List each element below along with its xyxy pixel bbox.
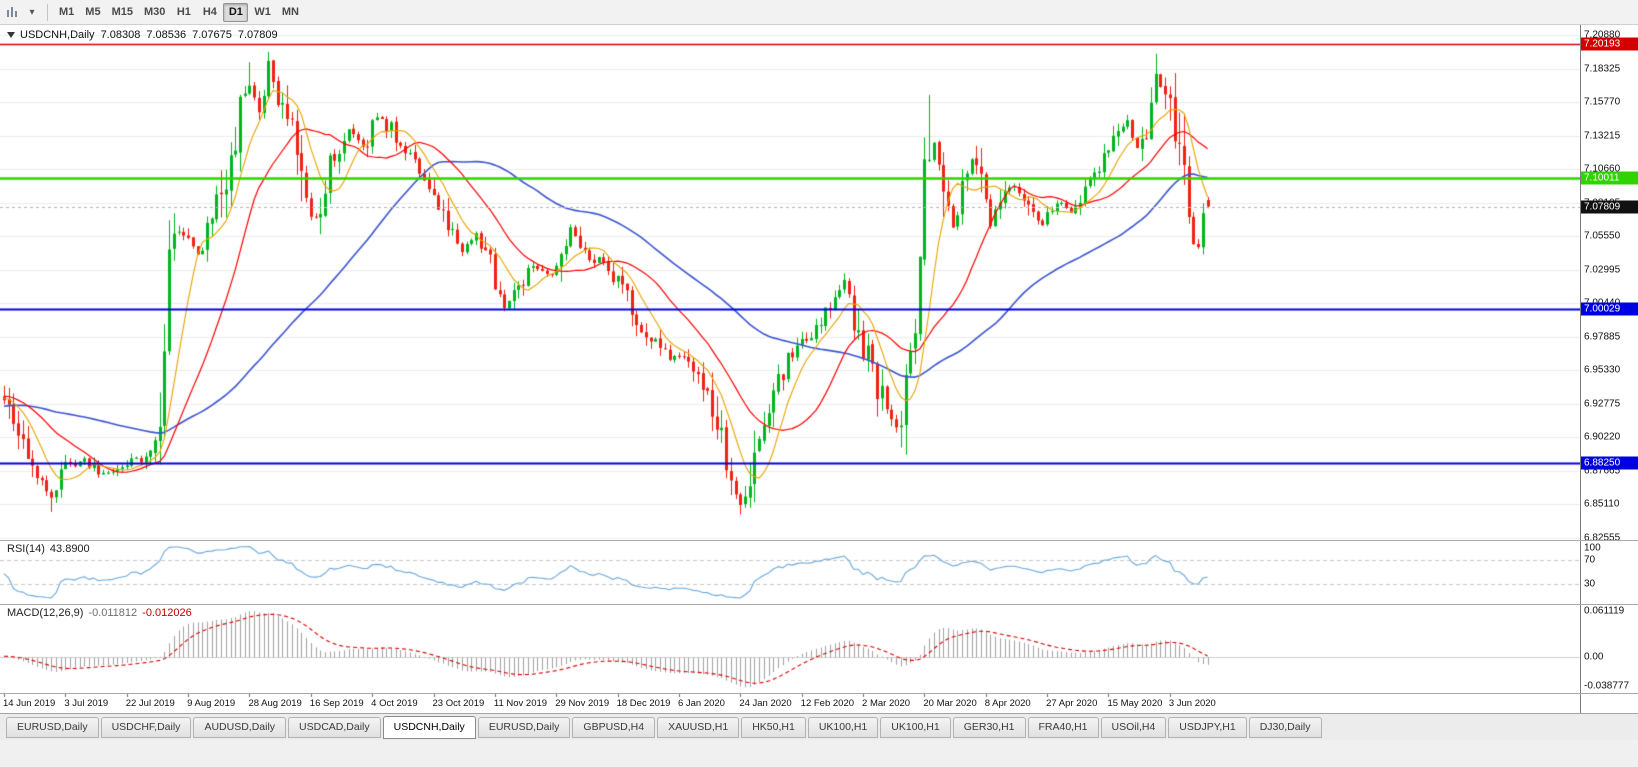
macd-signal-value: -0.012026 [142, 607, 192, 619]
price-scale-tick: 7.13215 [1584, 130, 1621, 142]
macd-name: MACD(12,26,9) [7, 607, 84, 619]
price-scale-tick: 6.85110 [1584, 498, 1620, 510]
panel-separator[interactable] [0, 540, 1638, 541]
price-level-badge: 6.88250 [1581, 456, 1638, 470]
price-level-badge: 7.20193 [1581, 37, 1638, 51]
symbol-tab[interactable]: GBPUSD,H4 [572, 717, 656, 738]
price-scale-tick: 6.82555 [1584, 532, 1621, 544]
symbol-dropdown-icon[interactable] [7, 32, 15, 38]
symbol-tab[interactable]: USDCNH,Daily [382, 716, 476, 739]
timeframe-button-m1[interactable]: M1 [54, 3, 79, 22]
price-scale-tick: 6.97885 [1584, 331, 1621, 343]
timeframe-button-mn[interactable]: MN [277, 3, 304, 22]
rsi-scale-tick: 30 [1584, 578, 1596, 590]
symbol-tab[interactable]: UK100,H1 [807, 717, 879, 738]
timeframe-button-h1[interactable]: H1 [171, 3, 196, 22]
panel-separator[interactable] [0, 604, 1638, 605]
macd-scale-tick: -0.038777 [1584, 680, 1630, 692]
toolbar: ▾ M1 M5 M15 M30 H1 H4 D1 W1 MN [0, 0, 1638, 25]
chart-tab-bar: EURUSD,Daily USDCHF,Daily AUDUSD,Daily USDC… [0, 713, 1638, 740]
symbol-tab[interactable]: EURUSD,Daily [477, 717, 571, 738]
symbol-tab[interactable]: DJ30,Daily [1248, 717, 1322, 738]
timeframe-button-w1[interactable]: W1 [249, 3, 276, 22]
chart-symbol: USDCNH,Daily [20, 29, 95, 41]
price-scale-tick: 6.92775 [1584, 398, 1621, 410]
rsi-name: RSI(14) [7, 543, 45, 555]
symbol-tab[interactable]: GER30,H1 [952, 717, 1026, 738]
chart-window: USDCNH,Daily 7.08308 7.08536 7.07675 7.0… [0, 25, 1638, 713]
quote-low: 7.07675 [192, 29, 232, 41]
timeframe-button-h4[interactable]: H4 [197, 3, 222, 22]
rsi-indicator-label: RSI(14) 43.8900 [7, 543, 90, 555]
price-scale-tick: 6.87665 [1584, 465, 1621, 477]
symbol-tab[interactable]: USDCAD,Daily [288, 717, 381, 738]
rsi-scale-tick: 70 [1584, 554, 1596, 566]
timeframe-button-m30[interactable]: M30 [139, 3, 170, 22]
chart-windows-icon[interactable] [4, 2, 22, 22]
rsi-scale-tick: 100 [1584, 542, 1601, 554]
macd-main-value: -0.011812 [88, 607, 138, 619]
symbol-tab[interactable]: EURUSD,Daily [6, 717, 99, 738]
price-scale-tick: 7.10660 [1584, 163, 1621, 175]
symbol-tab[interactable]: USOil,H4 [1100, 717, 1167, 738]
price-level-badge: 7.00029 [1581, 302, 1638, 316]
symbol-tab[interactable]: XAUUSD,H1 [657, 717, 740, 738]
price-scale-tick: 7.02995 [1584, 264, 1621, 276]
price-scale-tick: 7.15770 [1584, 96, 1621, 108]
price-scale-tick: 7.20880 [1584, 29, 1621, 41]
panel-separator [0, 693, 1638, 694]
symbol-tab[interactable]: AUDUSD,Daily [193, 717, 287, 738]
quote-high: 7.08536 [146, 29, 187, 41]
macd-indicator-label: MACD(12,26,9) -0.011812 -0.012026 [7, 607, 192, 619]
timeframe-button-m15[interactable]: M15 [107, 3, 138, 22]
price-scale[interactable]: 7.208807.183257.157707.132157.106607.081… [1580, 25, 1638, 713]
price-scale-tick: 6.90220 [1584, 431, 1621, 443]
timeframe-button-m5[interactable]: M5 [80, 3, 105, 22]
price-scale-tick: 7.18325 [1584, 63, 1621, 75]
current-price-badge: 7.07809 [1581, 200, 1638, 214]
price-scale-tick: 7.05550 [1584, 230, 1621, 242]
symbol-tab[interactable]: UK100,H1 [880, 717, 951, 738]
dropdown-arrow-icon[interactable]: ▾ [29, 6, 35, 18]
symbol-tab[interactable]: HK50,H1 [741, 717, 806, 738]
chart-title: USDCNH,Daily 7.08308 7.08536 7.07675 7.0… [7, 29, 278, 41]
price-scale-tick: 6.95330 [1584, 364, 1621, 376]
quote-close: 7.07809 [237, 29, 278, 41]
macd-scale-tick: 0.00 [1584, 651, 1604, 663]
timeframe-button-group: M1 M5 M15 M30 H1 H4 D1 W1 MN [54, 2, 304, 22]
symbol-tab[interactable]: USDCHF,Daily [100, 717, 192, 738]
price-level-badge: 7.10011 [1581, 171, 1638, 185]
rsi-value: 43.8900 [49, 543, 90, 555]
price-chart-canvas[interactable] [0, 25, 1580, 713]
bar-chart-glyph [7, 6, 17, 17]
toolbar-separator [47, 3, 48, 21]
quote-open: 7.08308 [100, 29, 141, 41]
timeframe-button-d1[interactable]: D1 [223, 2, 249, 22]
symbol-tab[interactable]: FRA40,H1 [1027, 717, 1099, 738]
macd-scale-tick: 0.061119 [1584, 605, 1625, 617]
symbol-tab[interactable]: USDJPY,H1 [1168, 717, 1247, 738]
